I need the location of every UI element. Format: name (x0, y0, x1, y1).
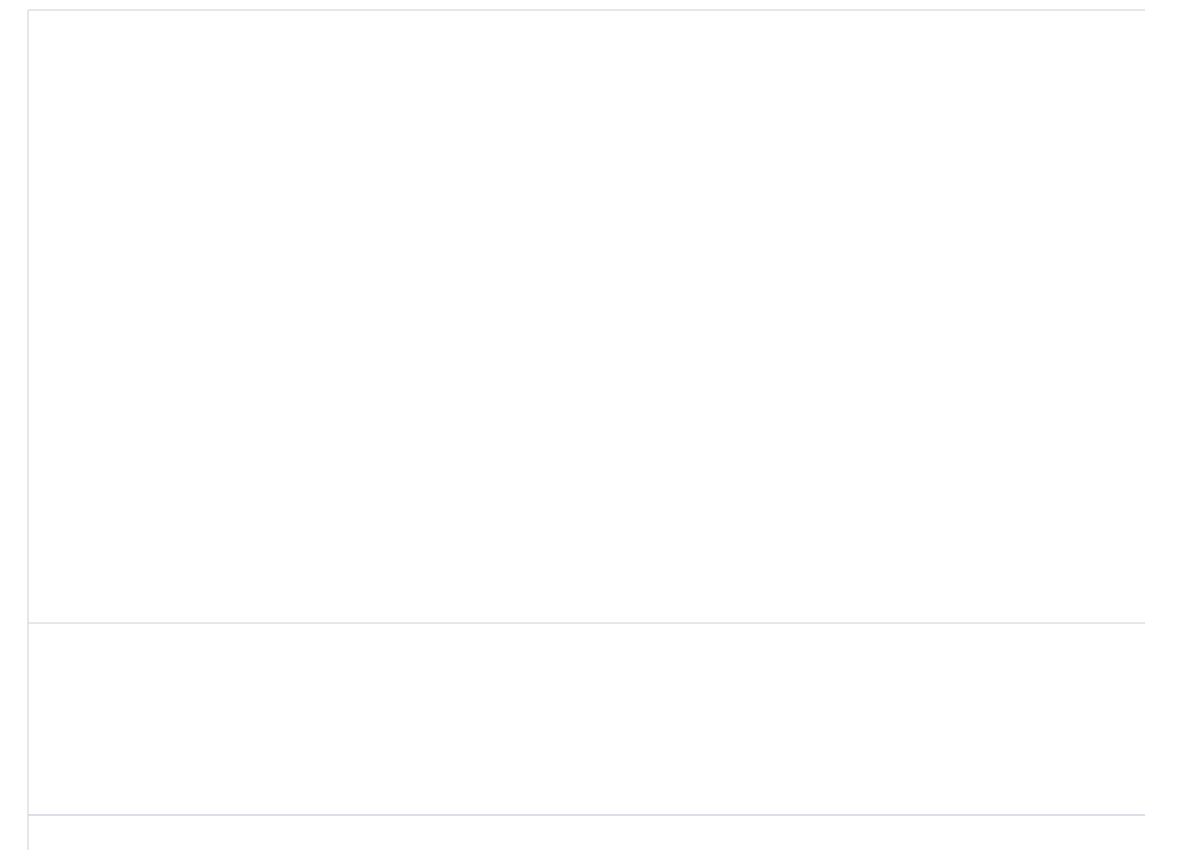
page: (() => { const data = JSON.parse(documen… (27, 9, 1145, 850)
chart (27, 9, 1145, 850)
